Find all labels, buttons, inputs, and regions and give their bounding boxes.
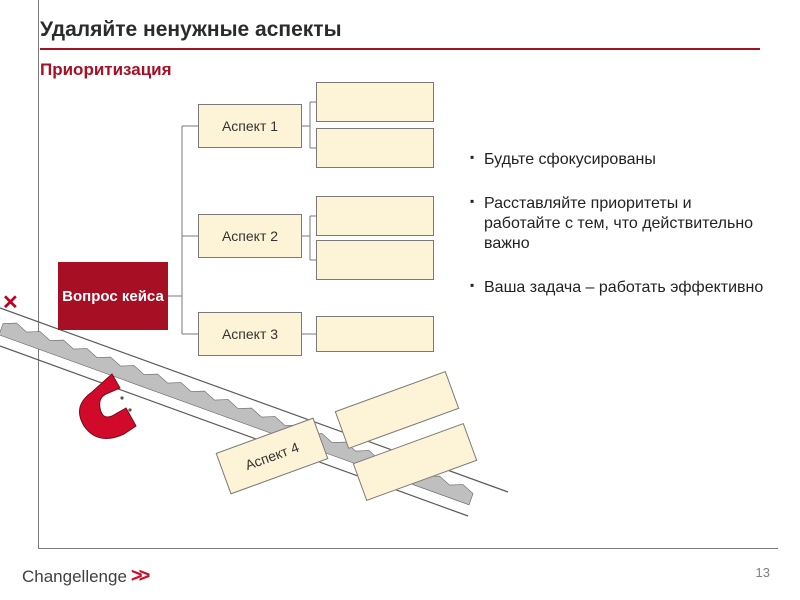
- aspect-label: Аспект 3: [222, 326, 278, 342]
- root-question-box: Вопрос кейса: [58, 262, 168, 330]
- slide-title: Удаляйте ненужные аспекты: [40, 18, 342, 42]
- aspect-label: Аспект 4: [243, 439, 301, 473]
- leaf-box: [316, 128, 434, 168]
- aspect-label: Аспект 2: [222, 228, 278, 244]
- leaf-box: [316, 196, 434, 236]
- footer-brand: Changellenge >>: [22, 565, 146, 588]
- x-close-icon: ✕: [2, 290, 19, 315]
- brand-text: Changellenge: [22, 567, 127, 587]
- aspect-box-1: Аспект 1: [198, 104, 302, 148]
- page-number: 13: [756, 565, 770, 580]
- brand-chevron-icon: >>: [131, 565, 146, 588]
- bottom-rule: [38, 548, 778, 549]
- bullet-list: Будьте сфокусированы Расставляйте приори…: [470, 150, 770, 322]
- title-underline: [40, 48, 760, 50]
- leaf-box: [316, 82, 434, 122]
- bullet-item: Ваша задача – работать эффективно: [470, 278, 770, 298]
- bullet-item: Будьте сфокусированы: [470, 150, 770, 170]
- leaf-box: [316, 240, 434, 280]
- aspect-box-3: Аспект 3: [198, 312, 302, 356]
- leaf-box: [316, 316, 434, 352]
- bullet-item: Расставляйте приоритеты и работайте с те…: [470, 194, 770, 254]
- aspect-label: Аспект 1: [222, 118, 278, 134]
- aspect-box-4-cut: Аспект 4: [216, 418, 329, 495]
- aspect-box-2: Аспект 2: [198, 214, 302, 258]
- slide-subtitle: Приоритизация: [40, 60, 172, 80]
- root-question-label: Вопрос кейса: [62, 288, 164, 305]
- left-rule: [38, 0, 39, 548]
